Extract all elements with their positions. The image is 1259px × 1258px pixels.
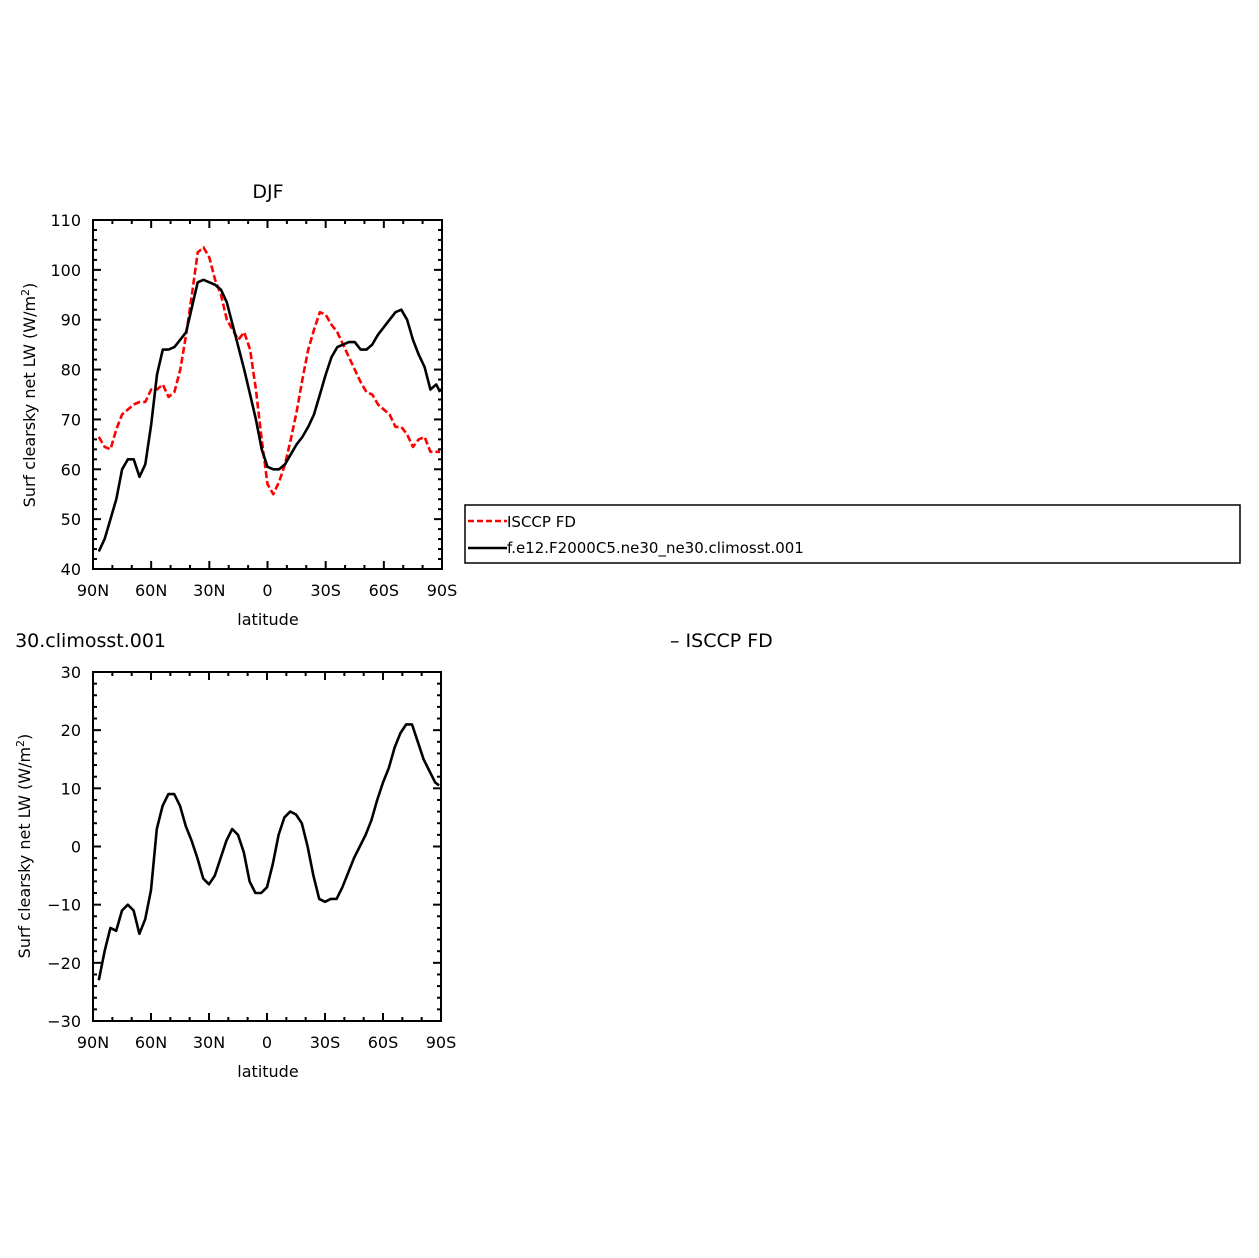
panel2-frame	[92, 671, 442, 1022]
y-tick-label: 50	[61, 510, 81, 529]
panel2-title: 30.climosst.001	[15, 630, 166, 652]
x-tick-label: 90N	[77, 581, 109, 600]
x-tick-label: 60S	[369, 581, 400, 600]
panel2-xtick-labels: 90N 60N 30N 0 30S 60S 90S	[77, 1033, 456, 1052]
panel2-x-axis-label: latitude	[237, 1062, 298, 1081]
y-tick-label: 90	[61, 311, 81, 330]
y-tick-label: 100	[50, 261, 81, 280]
panel1-y-axis-label-tail: )	[20, 283, 39, 289]
y-tick-label: 110	[50, 211, 81, 230]
x-tick-label: 30S	[310, 1033, 341, 1052]
panel1-ticks	[92, 219, 443, 570]
x-tick-label: 90N	[77, 1033, 109, 1052]
panel2-ytick-labels: −30 −20 −10 0 10 20 30	[47, 663, 81, 1031]
series-line-isccp-fd	[97, 246, 441, 496]
x-tick-label: 30N	[193, 1033, 225, 1052]
x-tick-label: 60N	[135, 1033, 167, 1052]
panel1-series	[97, 246, 442, 553]
y-tick-label: 10	[61, 779, 81, 798]
legend-box	[464, 504, 1241, 564]
panel1-y-axis-label-main: Surf clearsky net LW (W/m	[20, 296, 39, 507]
panel1-y-axis-label-sup: 2	[19, 289, 32, 296]
panel1-xtick-labels: 90N 60N 30N 0 30S 60S 90S	[77, 581, 457, 600]
y-tick-label: 40	[61, 560, 81, 579]
x-tick-label: 30N	[193, 581, 225, 600]
legend: ISCCP FD f.e12.F2000C5.ne30_ne30.climoss…	[464, 504, 1241, 564]
x-tick-label: 0	[262, 581, 272, 600]
panel2-y-axis-label: Surf clearsky net LW (W/m2)	[14, 734, 34, 959]
x-tick-label: 0	[262, 1033, 272, 1052]
panel1-y-axis-label: Surf clearsky net LW (W/m2)	[19, 283, 39, 508]
panel2-series	[97, 723, 440, 981]
y-tick-label: −30	[47, 1012, 81, 1031]
y-tick-label: 0	[71, 838, 81, 857]
y-tick-label: 60	[61, 460, 81, 479]
x-tick-label: 30S	[310, 581, 341, 600]
y-tick-label: −20	[47, 954, 81, 973]
x-tick-label: 90S	[426, 1033, 457, 1052]
x-tick-label: 60N	[135, 581, 167, 600]
panel-difference: 30.climosst.001 – ISCCP FD −30 −20 −10 0 10 2…	[14, 630, 773, 1081]
x-tick-label: 60S	[368, 1033, 399, 1052]
y-tick-label: 20	[61, 721, 81, 740]
panel2-y-axis-label-sup: 2	[14, 740, 27, 747]
y-tick-label: 30	[61, 663, 81, 682]
legend-label-model: f.e12.F2000C5.ne30_ne30.climosst.001	[507, 539, 804, 558]
series-line-model	[97, 278, 442, 553]
panel1-x-axis-label: latitude	[237, 610, 298, 629]
x-tick-label: 90S	[427, 581, 458, 600]
panel1-ytick-labels: 40 50 60 70 80 90 100 110	[50, 211, 81, 579]
panel1-title: DJF	[252, 181, 283, 203]
series-line-model	[97, 723, 440, 981]
y-tick-label: 80	[61, 361, 81, 380]
y-tick-label: 70	[61, 410, 81, 429]
panel2-y-axis-label-main: Surf clearsky net LW (W/m	[15, 747, 34, 958]
panel1-frame	[92, 219, 443, 570]
legend-label-isccp: ISCCP FD	[507, 513, 576, 531]
y-tick-label: −10	[47, 896, 81, 915]
panel2-ticks	[92, 671, 442, 1022]
panel2-annotation: – ISCCP FD	[670, 630, 773, 652]
panel2-y-axis-label-tail: )	[15, 734, 34, 740]
